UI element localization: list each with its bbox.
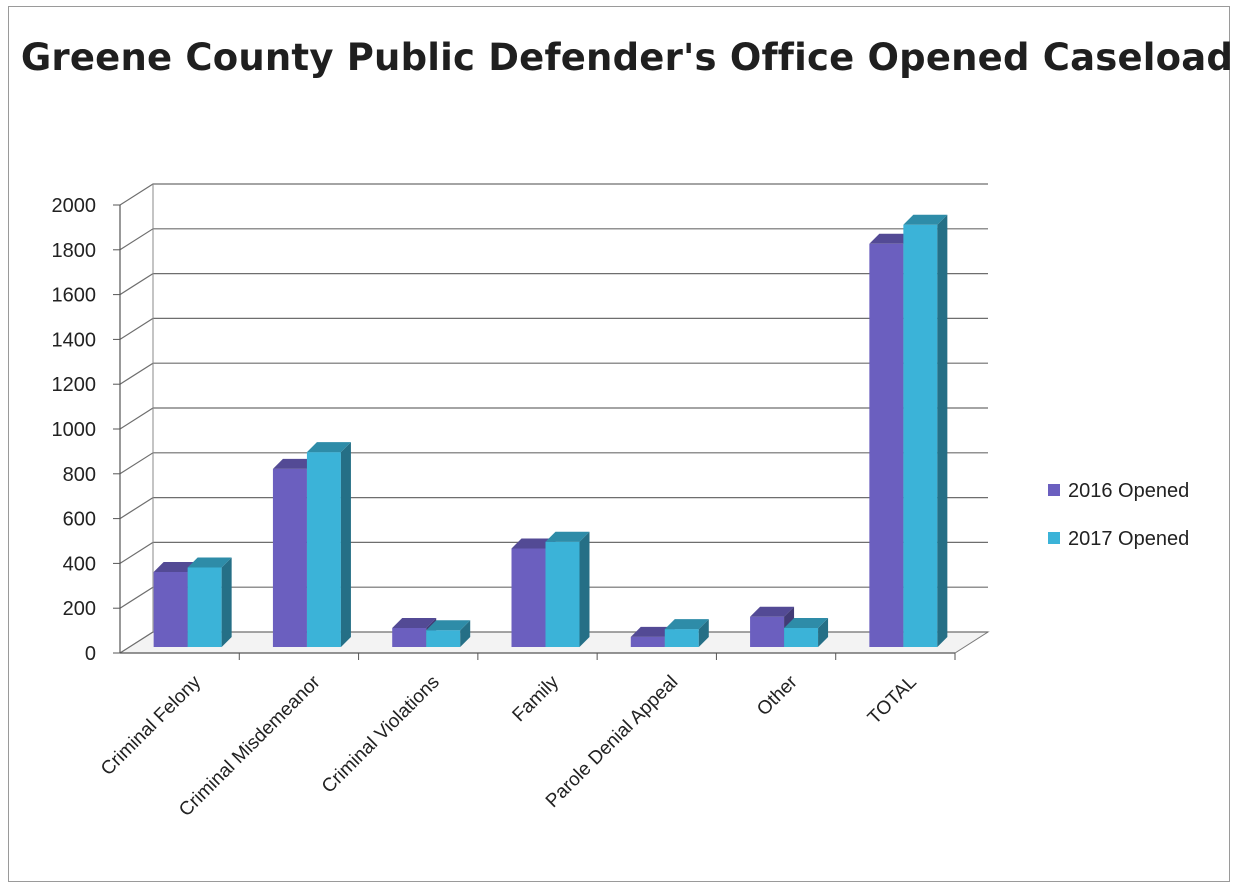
y-tick-label: 1600 <box>52 285 97 307</box>
gridline <box>119 228 988 251</box>
y-tick-label: 0 <box>85 643 96 665</box>
bar-front <box>511 548 546 647</box>
gridline <box>119 452 988 475</box>
bar-front <box>869 243 904 648</box>
bar-top <box>511 538 556 549</box>
bar-front <box>630 636 665 647</box>
bar-top <box>153 561 198 572</box>
chart-frame <box>8 6 1230 882</box>
bar-top <box>750 606 795 617</box>
bar-2017 <box>784 617 829 647</box>
bar-top <box>306 442 351 453</box>
bar-top <box>903 214 948 225</box>
bar-front <box>187 567 222 647</box>
gridline <box>119 273 988 296</box>
gridline <box>119 362 988 385</box>
bar-top <box>784 617 829 628</box>
bar-front <box>750 616 785 647</box>
legend-label: 2017 Opened <box>1068 528 1189 550</box>
bar-front <box>306 452 341 647</box>
chart-title: Greene County Public Defender's Office O… <box>20 36 1234 79</box>
y-tick-label: 2000 <box>52 195 97 217</box>
legend-swatch <box>1048 484 1060 496</box>
bar-front <box>392 627 427 647</box>
legend-swatch <box>1048 532 1060 544</box>
y-tick-label: 200 <box>63 598 96 620</box>
bar-side <box>698 619 709 647</box>
bar-top <box>187 557 232 568</box>
gridline <box>119 407 988 430</box>
bar-side <box>579 531 590 647</box>
bar-top <box>426 620 471 631</box>
bar-front <box>784 627 819 647</box>
gridline <box>119 497 988 520</box>
x-category-label: Other <box>753 671 802 720</box>
gridline <box>119 317 988 340</box>
bar-front <box>272 468 307 647</box>
x-category-label: Family <box>509 671 564 726</box>
bar-top <box>545 531 590 542</box>
bar-2017 <box>426 620 471 647</box>
bar-side <box>460 620 471 647</box>
bar-side <box>818 617 829 647</box>
bar-2017 <box>545 531 590 647</box>
bar-front <box>153 571 188 647</box>
bar-front <box>426 630 461 647</box>
bar-2017 <box>664 619 709 647</box>
y-tick-label: 600 <box>63 509 96 531</box>
bar-front <box>903 224 938 647</box>
bar-top <box>272 458 317 469</box>
x-category-label: Criminal Violations <box>318 672 444 798</box>
bar-top <box>664 619 709 630</box>
bar-side <box>937 214 948 647</box>
bar-side <box>340 442 351 647</box>
x-category-label: TOTAL <box>864 672 921 729</box>
bar-top <box>869 233 914 244</box>
bar-top <box>630 626 675 637</box>
bar-side <box>221 557 232 647</box>
y-tick-label: 1800 <box>52 240 97 262</box>
bar-2017 <box>306 442 351 647</box>
x-category-label: Criminal Felony <box>97 671 206 780</box>
bar-top <box>392 617 437 628</box>
bar-front <box>664 629 699 647</box>
y-tick-label: 1000 <box>52 419 97 441</box>
x-category-label: Parole Denial Appeal <box>542 672 682 812</box>
y-tick-label: 1200 <box>52 374 97 396</box>
gridline <box>119 183 988 206</box>
y-tick-label: 1400 <box>52 329 97 351</box>
bar-2017 <box>903 214 948 647</box>
bar-front <box>545 541 580 647</box>
y-tick-label: 800 <box>63 464 96 486</box>
bar-2017 <box>187 557 232 647</box>
y-tick-label: 400 <box>63 553 96 575</box>
legend-label: 2016 Opened <box>1068 480 1189 502</box>
